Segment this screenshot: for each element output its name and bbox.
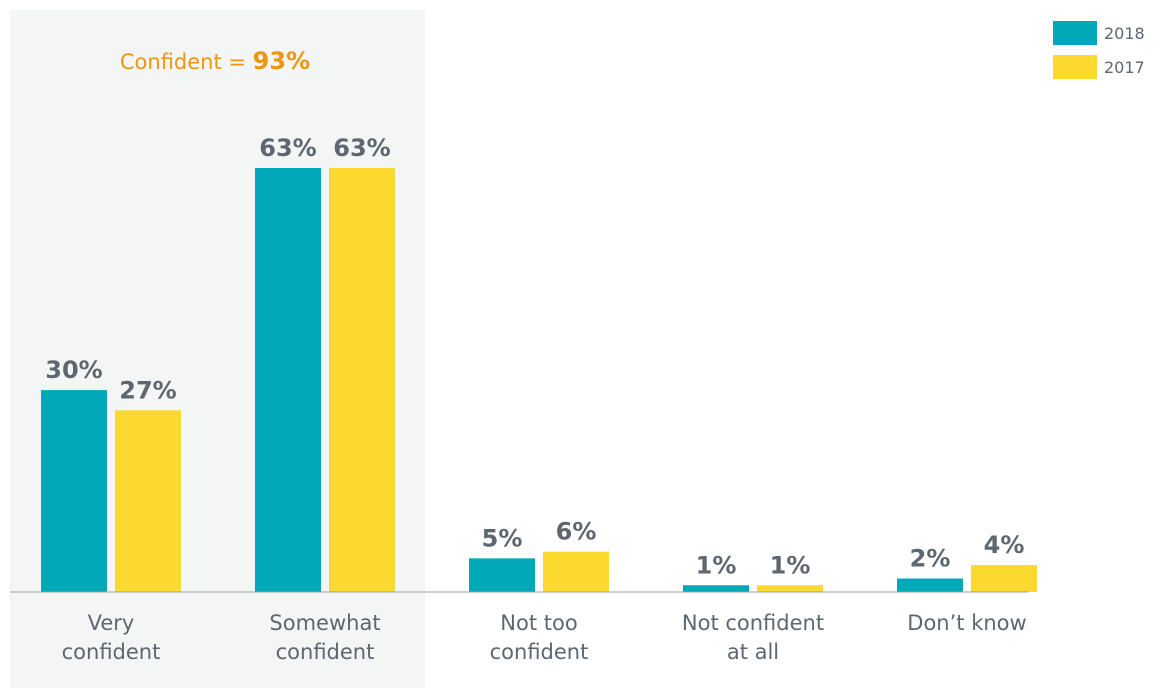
category-label-4: Don’t know [907, 611, 1026, 635]
confident-annotation-value: 93% [253, 47, 310, 75]
bar-2017-1 [329, 168, 395, 592]
bar-2017-2 [543, 551, 609, 592]
bar-2018-4 [897, 578, 963, 592]
bar-labels-group: 30% 27% 63% 63% 5% 6% 1% 1% 2% 4% [45, 134, 1024, 579]
category-label-1: Somewhat confident [269, 611, 380, 664]
bar-2017-0 [115, 410, 181, 592]
category-label-line: confident [490, 640, 589, 664]
bar-label-2017-0: 27% [119, 376, 176, 404]
category-label-line: at all [727, 640, 779, 664]
bar-label-2018-3: 1% [696, 551, 737, 579]
bar-2018-0 [41, 390, 107, 592]
bar-2018-2 [469, 558, 535, 592]
bar-label-2017-1: 63% [333, 134, 390, 162]
confident-annotation-prefix: Confident = [120, 50, 253, 74]
bar-label-2017-2: 6% [556, 518, 597, 546]
category-label-line: confident [62, 640, 161, 664]
category-label-3: Not confident at all [682, 611, 824, 664]
bars-group [41, 168, 1037, 592]
bar-label-2018-1: 63% [259, 134, 316, 162]
bar-2017-4 [971, 565, 1037, 592]
bar-label-2018-0: 30% [45, 356, 102, 384]
category-label-line: Not too [500, 611, 577, 635]
category-label-2: Not too confident [490, 611, 589, 664]
bar-2017-3 [757, 585, 823, 592]
bar-label-2018-4: 2% [910, 545, 951, 573]
category-label-line: Don’t know [907, 611, 1026, 635]
category-label-line: Somewhat [269, 611, 380, 635]
category-label-line: Not confident [682, 611, 824, 635]
category-label-line: Very [88, 611, 135, 635]
bar-2018-3 [683, 585, 749, 592]
legend-label-2018: 2018 [1104, 24, 1145, 43]
bar-label-2017-3: 1% [770, 551, 811, 579]
legend-swatch-2017 [1053, 55, 1097, 79]
legend-label-2017: 2017 [1104, 58, 1145, 77]
legend-swatch-2018 [1053, 21, 1097, 45]
category-label-line: confident [276, 640, 375, 664]
legend: 2018 2017 [1053, 21, 1145, 79]
category-labels-group: Very confident Somewhat confident Not too con… [62, 611, 1027, 664]
confident-annotation: Confident = 93% [120, 47, 310, 75]
bar-label-2018-2: 5% [482, 524, 523, 552]
category-label-0: Very confident [62, 611, 161, 664]
bar-2018-1 [255, 168, 321, 592]
bar-label-2017-4: 4% [984, 531, 1025, 559]
